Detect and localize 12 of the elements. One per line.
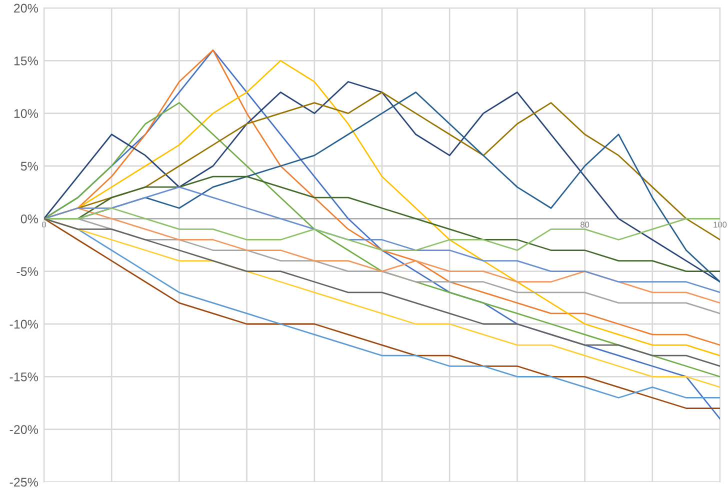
y-tick-label: 5% [20, 162, 38, 171]
y-tick-label: 10% [14, 109, 38, 118]
y-tick-label: 15% [14, 56, 38, 66]
y-tick-label: 20% [14, 4, 38, 13]
y-tick-label: 0% [20, 214, 38, 224]
y-tick-label: -10% [10, 320, 38, 329]
y-tick-label: -20% [10, 425, 38, 434]
y-tick-label: -5% [16, 267, 38, 276]
y-tick-label: -15% [10, 372, 38, 382]
y-tick-label: -25% [10, 478, 38, 487]
x-tick-label: 80 [580, 222, 590, 228]
x-tick-label: 100 [714, 222, 727, 228]
